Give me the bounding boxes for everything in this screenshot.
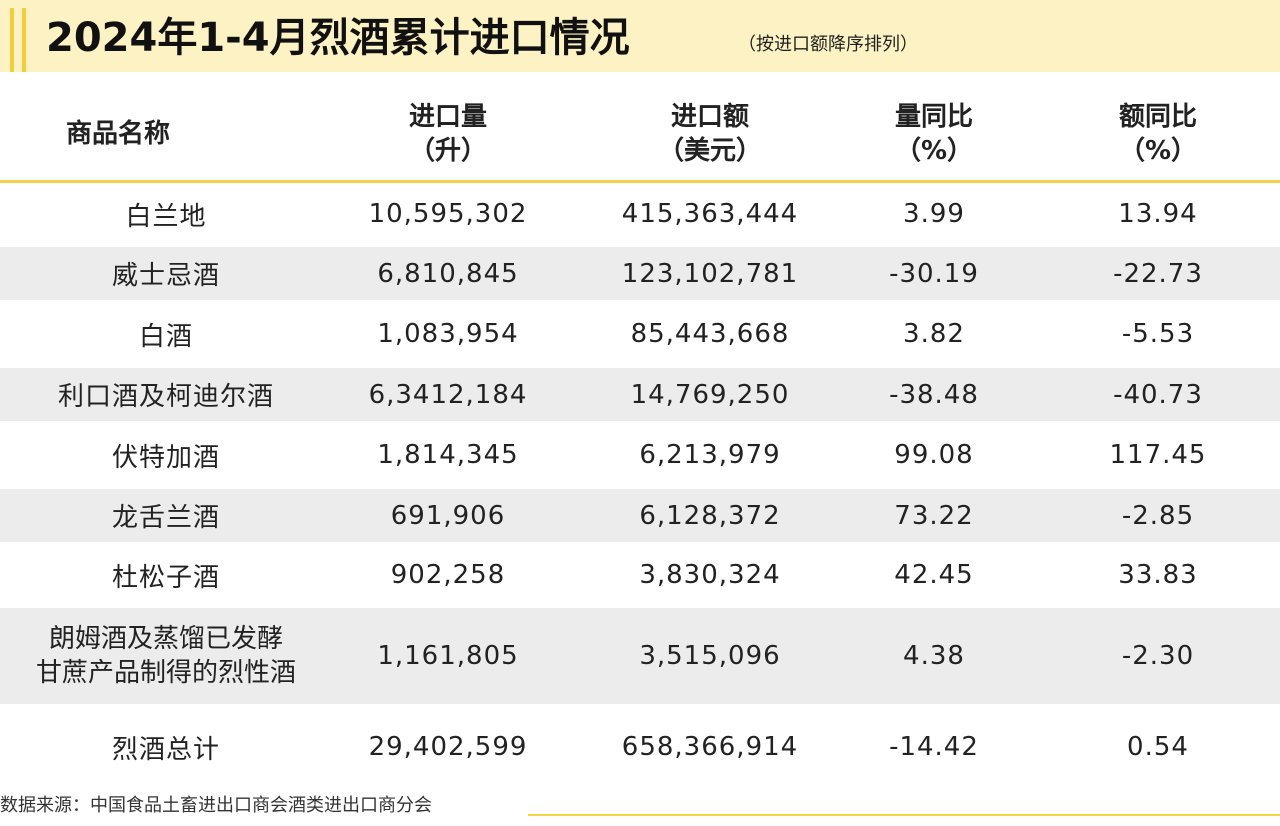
cell-volume-yoy: -14.42: [889, 732, 979, 762]
header-name: 商品名称: [0, 88, 236, 180]
header-name-label: 商品名称: [65, 119, 170, 149]
cell-amount-yoy: -22.73: [1113, 258, 1203, 289]
cell-volume-yoy: 99.08: [894, 440, 974, 470]
header-amount-yoy-unit: （%）: [1118, 136, 1198, 166]
cell-volume: 902,258: [390, 560, 506, 590]
cell-volume-yoy: -38.48: [889, 379, 979, 410]
table-row: 威士忌酒 6,810,845 123,102,781 -30.19 -22.73: [0, 247, 1280, 300]
cell-volume: 1,161,805: [377, 641, 519, 671]
cell-volume: 1,083,954: [377, 319, 519, 349]
header-volume-yoy-label: 量同比: [894, 102, 973, 132]
cell-amount-yoy: -5.53: [1121, 319, 1195, 349]
source-divider: [528, 814, 1280, 816]
table-row: 朗姆酒及蒸馏已发酵 甘蔗产品制得的烈性酒 1,161,805 3,515,096…: [0, 608, 1280, 704]
data-source: 数据来源：中国食品土畜进出口商会酒类进出口商分会: [0, 795, 432, 816]
cell-volume-yoy: 3.82: [903, 319, 965, 349]
cell-volume-yoy: 42.45: [894, 560, 974, 590]
cell-amount-yoy: -2.30: [1121, 641, 1195, 671]
header-volume-unit: （升）: [408, 136, 487, 166]
table-row: 白酒 1,083,954 85,443,668 3.82 -5.53: [0, 300, 1280, 368]
cell-amount: 85,443,668: [630, 319, 790, 349]
title-accent-bar: [22, 8, 26, 72]
cell-volume-yoy: 73.22: [894, 500, 974, 531]
header-amount-label: 进口额: [670, 102, 749, 132]
cell-name: 杜松子酒: [111, 562, 220, 593]
cell-volume-yoy: 4.38: [903, 641, 965, 671]
cell-amount-yoy: 33.83: [1118, 560, 1198, 590]
header-amount: 进口额 （美元）: [600, 88, 820, 180]
cell-name: 白兰地: [125, 201, 207, 232]
cell-amount: 6,213,979: [639, 440, 781, 470]
title-note: （按进口额降序排列）: [738, 34, 918, 55]
cell-name: 烈酒总计: [111, 734, 220, 765]
cell-amount-yoy: 0.54: [1127, 732, 1189, 762]
cell-volume: 6,3412,184: [368, 379, 528, 410]
header-volume-label: 进口量: [408, 102, 487, 132]
cell-name: 朗姆酒及蒸馏已发酵 甘蔗产品制得的烈性酒: [0, 608, 332, 704]
title-band: 2024年1-4月烈酒累计进口情况 （按进口额降序排列）: [0, 0, 1280, 72]
table-row: 利口酒及柯迪尔酒 6,3412,184 14,769,250 -38.48 -4…: [0, 368, 1280, 421]
cell-name: 龙舌兰酒: [111, 503, 220, 533]
cell-amount: 14,769,250: [630, 379, 790, 410]
cell-name-line1: 朗姆酒及蒸馏已发酵: [48, 624, 283, 654]
header-divider: [0, 180, 1280, 183]
cell-volume-yoy: 3.99: [903, 199, 965, 229]
cell-amount: 658,366,914: [621, 732, 799, 762]
cell-amount: 3,515,096: [639, 641, 781, 671]
cell-volume-yoy: -30.19: [889, 258, 979, 289]
cell-amount: 415,363,444: [621, 199, 799, 229]
table-header: 商品名称 进口量 （升） 进口额 （美元） 量同比 （%） 额同比 （%）: [0, 88, 1280, 180]
header-amount-unit: （美元）: [657, 136, 762, 166]
cell-name: 威士忌酒: [111, 261, 220, 291]
cell-amount: 6,128,372: [639, 500, 781, 531]
cell-volume: 1,814,345: [377, 440, 519, 470]
header-amount-yoy: 额同比 （%）: [1058, 88, 1258, 180]
cell-name: 利口酒及柯迪尔酒: [57, 382, 274, 412]
page-title: 2024年1-4月烈酒累计进口情况: [46, 15, 630, 61]
table-row: 白兰地 10,595,302 415,363,444 3.99 13.94: [0, 183, 1280, 245]
cell-amount-yoy: 13.94: [1118, 199, 1198, 229]
cell-amount-yoy: -40.73: [1113, 379, 1203, 410]
header-volume: 进口量 （升）: [340, 88, 556, 180]
cell-amount: 123,102,781: [621, 258, 799, 289]
cell-name-line2: 甘蔗产品制得的烈性酒: [35, 658, 296, 688]
cell-volume: 10,595,302: [368, 199, 528, 229]
title-accent-bar: [10, 8, 14, 72]
table-row: 伏特加酒 1,814,345 6,213,979 99.08 117.45: [0, 421, 1280, 489]
cell-volume: 6,810,845: [377, 258, 519, 289]
cell-volume: 29,402,599: [368, 732, 528, 762]
table-row: 杜松子酒 902,258 3,830,324 42.45 33.83: [0, 542, 1280, 608]
cell-name: 伏特加酒: [111, 442, 220, 473]
header-amount-yoy-label: 额同比: [1118, 102, 1197, 132]
cell-volume: 691,906: [390, 500, 506, 531]
cell-amount-yoy: 117.45: [1109, 440, 1207, 470]
header-volume-yoy: 量同比 （%）: [834, 88, 1034, 180]
header-volume-yoy-unit: （%）: [894, 136, 974, 166]
cell-name: 白酒: [138, 321, 193, 352]
cell-amount-yoy: -2.85: [1121, 500, 1195, 531]
cell-amount: 3,830,324: [639, 560, 781, 590]
table-row: 龙舌兰酒 691,906 6,128,372 73.22 -2.85: [0, 489, 1280, 542]
table-row-total: 烈酒总计 29,402,599 658,366,914 -14.42 0.54: [0, 704, 1280, 790]
